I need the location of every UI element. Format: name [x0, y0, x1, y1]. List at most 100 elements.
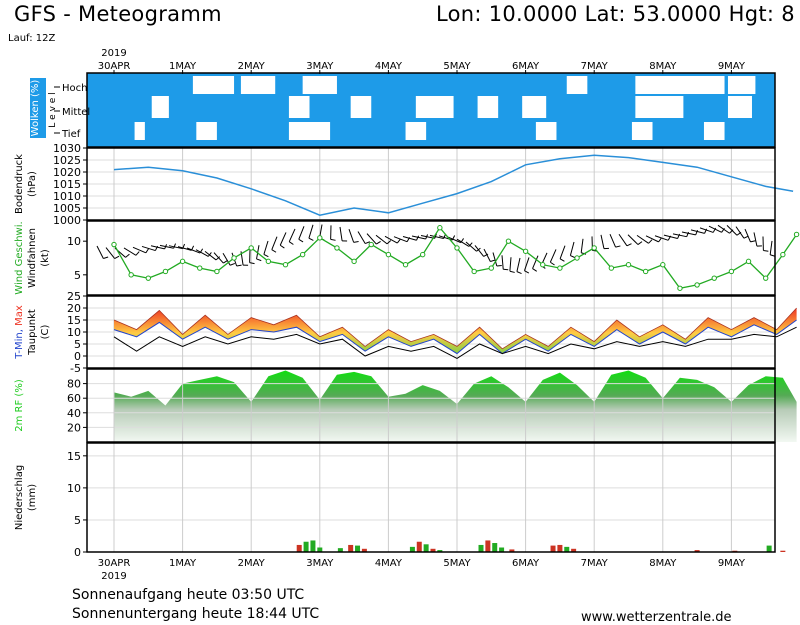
wind-barb-flag: [386, 240, 392, 245]
wind-barb-flag: [396, 238, 401, 244]
pressure-tick-label: 1030: [53, 142, 81, 155]
cloud-gap-mittel: [151, 96, 169, 118]
wind-barb-flag: [658, 237, 662, 243]
cloud-gap-hoch: [240, 76, 276, 94]
precip-tick-label: 0: [74, 546, 81, 559]
precip-panel-frame: [86, 442, 776, 553]
wind-barb: [96, 245, 104, 259]
precip-bar: [317, 547, 323, 552]
wind-barb: [580, 238, 584, 253]
wind-barb: [769, 240, 773, 255]
wind-speed-point: [763, 275, 769, 281]
wind-barb: [501, 255, 504, 270]
wind-barb-flag: [364, 241, 371, 244]
wind-barb-flag: [496, 264, 502, 267]
wind-barb-flag: [223, 259, 228, 264]
credit-link[interactable]: www.wetterzentrale.de: [581, 610, 732, 625]
cloud-gap-mittel: [727, 96, 752, 118]
date-label-bottom: 30APR: [98, 558, 131, 569]
wind-barb-flag: [686, 231, 690, 237]
pressure-tick-label: 1025: [53, 154, 81, 167]
date-label-bottom: 4MAY: [375, 558, 403, 569]
wind-barb-flag: [271, 249, 277, 253]
precip-bar: [478, 544, 484, 552]
wind-barb-flag: [516, 271, 522, 275]
wind-barb: [429, 234, 444, 240]
wind-barb: [204, 250, 217, 261]
wind-barb-flag: [532, 268, 538, 272]
wind-barb-flag: [483, 253, 489, 257]
wind-speed-point: [111, 241, 117, 248]
humidity-tick-label: 20: [67, 421, 81, 434]
precip-tick-label: 10: [67, 482, 81, 495]
wind-barb: [708, 225, 722, 233]
wind-barb-flag: [615, 245, 621, 248]
wind-barb-flag: [637, 241, 643, 245]
date-label-top: 5MAY: [443, 61, 471, 72]
wind-barb: [744, 228, 751, 243]
precip-bar: [310, 540, 316, 552]
wind-barb: [645, 235, 659, 243]
cloud-gap-mittel: [635, 96, 684, 118]
pressure-tick-label: 1015: [53, 178, 81, 191]
dewpoint-line: [113, 326, 797, 359]
header: GFS - Meteogramm Lon: 10.0000 Lat: 53.00…: [0, 0, 800, 30]
wind-barbs: [96, 224, 776, 275]
wind-speed-point: [540, 262, 546, 268]
wind-barb: [308, 224, 314, 239]
wind-speed-point: [179, 258, 186, 265]
sun-info: Sonnenaufgang heute 03:50 UTC Sonnenunte…: [72, 586, 319, 624]
precip-tick-label: 15: [67, 450, 81, 463]
cloud-gap-mittel: [288, 96, 310, 118]
wind-barb: [186, 247, 201, 254]
wind-speed-point: [248, 245, 254, 251]
wind-speed-point: [488, 265, 494, 271]
wind-ylabel-1: Windfahnen: [27, 228, 38, 288]
wind-barb: [523, 257, 530, 271]
date-label-top: 7MAY: [581, 61, 609, 72]
sunrise-text: Sonnenaufgang heute 03:50 UTC: [72, 587, 305, 603]
wind-barb: [123, 247, 137, 256]
wind-barb: [726, 225, 738, 236]
temp-tick-label: 0: [74, 350, 81, 363]
precip-bar: [485, 540, 491, 552]
precip-bar: [780, 550, 786, 552]
date-label-bottom: 5MAY: [443, 558, 471, 569]
date-label-bottom: 3MAY: [306, 558, 334, 569]
temp-ylabel-0: T-Min, Max: [14, 305, 25, 360]
temp-tick-label: 15: [67, 314, 81, 327]
wind-ylabel-2: (kt): [40, 249, 51, 267]
cloud-ylabel-bg: [30, 78, 46, 138]
date-label-top: 4MAY: [375, 61, 403, 72]
chart-title: GFS - Meteogramm: [14, 2, 222, 26]
wind-tick-label: 10: [67, 235, 81, 248]
temp-ylabel-2: (C): [40, 325, 51, 340]
tmin-line: [113, 319, 797, 355]
temp-tick-label: -5: [70, 362, 81, 375]
precip-bar: [492, 543, 498, 552]
wind-speed-point: [402, 262, 409, 268]
wind-speed-point: [694, 282, 700, 288]
year-label-bottom: 2019: [101, 571, 126, 582]
wind-speed-point: [574, 255, 580, 261]
precip-tick-label: 5: [74, 514, 81, 527]
wind-speed-point: [711, 275, 717, 281]
humidity-ylabel-0: 2m RF (%): [14, 379, 25, 432]
wind-barb: [339, 226, 343, 241]
wind-tick-label: 5: [74, 269, 81, 282]
wind-barb-flag: [288, 241, 294, 245]
wind-barb: [105, 247, 116, 259]
date-label-bottom: 1MAY: [169, 558, 197, 569]
wind-panel-frame: [86, 220, 776, 296]
wind-speed-point: [728, 268, 735, 275]
cloud-gap-mittel: [350, 96, 372, 118]
tmax-line: [113, 307, 797, 350]
wind-speed-point: [471, 268, 477, 275]
date-label-bottom: 8MAY: [649, 558, 677, 569]
wind-barb-flag: [550, 261, 555, 266]
pressure-ylabel-1: (hPa): [27, 171, 38, 197]
precip-bar: [499, 547, 505, 552]
wind-barb: [279, 232, 287, 246]
wind-speed-point: [608, 265, 615, 271]
wind-barb: [132, 246, 147, 254]
